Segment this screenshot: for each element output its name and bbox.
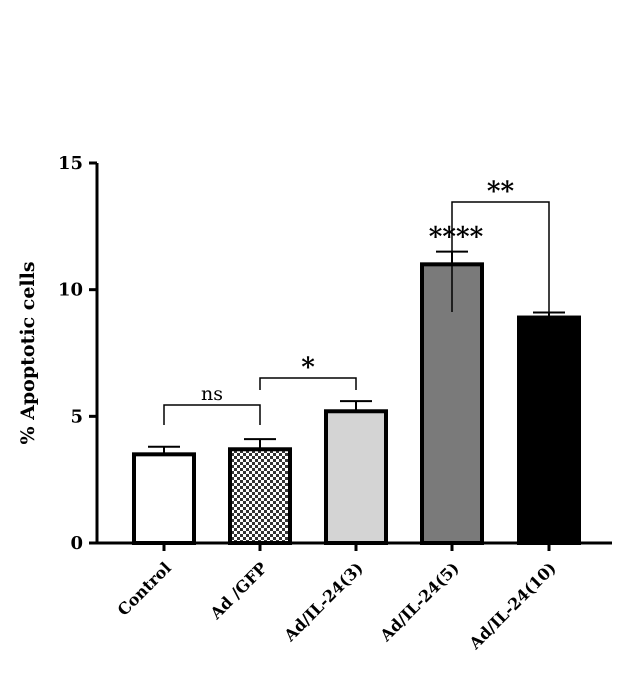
comparison-label: *: [301, 353, 315, 383]
bracket-line: [259, 377, 357, 390]
bar-1: [228, 447, 292, 545]
bar-significance-label: ****: [429, 223, 484, 253]
y-axis-label: % Apoptotic cells: [17, 261, 39, 444]
category-label: Ad/IL-24(10): [465, 558, 560, 653]
bar-4: [517, 315, 581, 545]
bar-3: [420, 262, 484, 545]
category-label: Ad/IL-24(5): [376, 558, 463, 645]
y-tick-label: 15: [58, 153, 83, 174]
comparison-bracket: ns: [163, 383, 261, 425]
bracket-line: [163, 404, 261, 425]
comparison-bracket: *: [259, 353, 357, 390]
category-label: Ad/IL-24(3): [280, 558, 367, 645]
comparison-label: **: [487, 177, 515, 207]
comparison-label: ns: [201, 383, 223, 405]
bars: [132, 250, 581, 546]
bracket-line: [451, 201, 550, 312]
category-label: Ad /GFP: [206, 558, 271, 623]
bar-2: [324, 409, 388, 545]
comparison-bracket: **: [451, 177, 550, 312]
category-label: Control: [114, 558, 175, 619]
bar-0: [132, 452, 196, 546]
y-tick-label: 0: [70, 533, 83, 554]
y-tick-label: 10: [58, 280, 83, 301]
y-tick-label: 5: [70, 406, 83, 427]
